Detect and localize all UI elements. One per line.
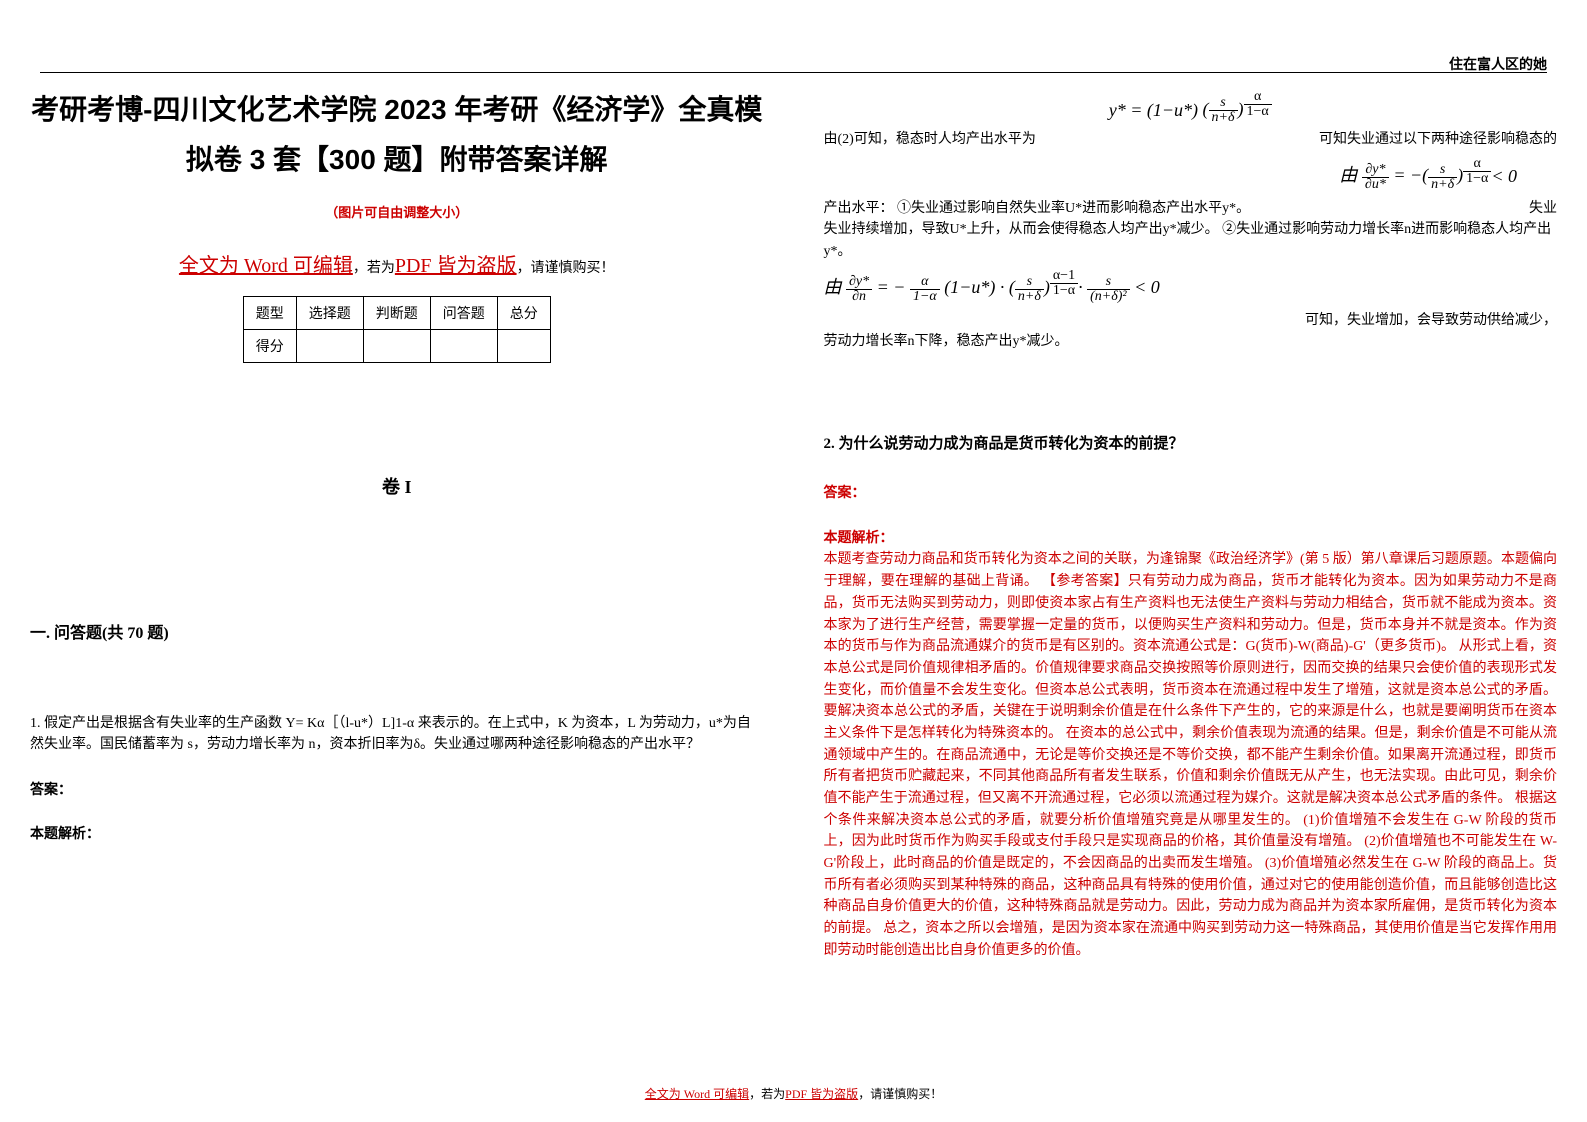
footer-p4: ，请谨慎购买！ [858, 1087, 942, 1101]
formula-3: 由 ∂y*∂n = − α1−α (1−u*) · (sn+δ)α−11−α ·… [824, 269, 1558, 304]
td-empty [497, 329, 550, 362]
warning-part4: ，请谨慎购买！ [517, 261, 615, 276]
q2-body: 本题考查劳动力商品和货币转化为资本之间的关联，为逢锦聚《政治经济学》(第 5 版… [824, 549, 1558, 961]
footer-p3: PDF 皆为盗版 [785, 1087, 858, 1101]
score-table: 题型 选择题 判断题 问答题 总分 得分 [243, 296, 551, 363]
t1: 由(2)可知，稳态时人均产出水平为 [824, 132, 1036, 147]
th-type: 题型 [243, 296, 296, 329]
right-text-4: 劳动力增长率n下降，稳态产出y*减少。 [824, 331, 1558, 353]
warning-part3: PDF 皆为盗版 [395, 255, 517, 277]
td-empty [430, 329, 497, 362]
q1-analysis-label: 本题解析： [30, 823, 764, 843]
subtitle: （图片可自由调整大小） [30, 202, 764, 221]
right-page: y* = (1−u*) (sn+δ)α1−α 由(2)可知，稳态时人均产出水平为… [794, 0, 1587, 1122]
warning-line: 全文为 Word 可编辑，若为PDF 皆为盗版，请谨慎购买！ [30, 249, 764, 278]
table-score-row: 得分 [243, 329, 550, 362]
right-text-2: 产出水平： ①失业通过影响自然失业率U*进而影响稳态产出水平y*。 失业 [824, 198, 1558, 220]
warning-part1: 全文为 Word 可编辑 [179, 255, 353, 277]
formula-1: y* = (1−u*) (sn+δ)α1−α [824, 90, 1558, 125]
right-content: y* = (1−u*) (sn+δ)α1−α 由(2)可知，稳态时人均产出水平为… [824, 90, 1558, 962]
q1-answer-label: 答案： [30, 779, 764, 799]
right-text-2b: 失业持续增加，导致U*上升，从而会使得稳态人均产出y*减少。 ②失业通过影响劳动… [824, 219, 1558, 262]
question-2-title: 2. 为什么说劳动力成为商品是货币转化为资本的前提？ [824, 433, 1558, 456]
volume-label: 卷 I [30, 473, 764, 499]
q2-analysis-label: 本题解析： [824, 528, 1558, 549]
formula-2: 由 ∂y*∂u* = −(sn+δ)α1−α < 0 [824, 157, 1518, 192]
footer-p1: 全文为 Word 可编辑 [645, 1087, 749, 1101]
t2: 产出水平： ①失业通过影响自然失业率U*进而影响稳态产出水平y*。 [824, 201, 1251, 216]
footer: 全文为 Word 可编辑，若为PDF 皆为盗版，请谨慎购买！ [0, 1085, 1587, 1102]
warning-part2: ，若为 [353, 261, 395, 276]
td-score-label: 得分 [243, 329, 296, 362]
section-title: 一. 问答题(共 70 题) [30, 619, 764, 643]
t1b: 可知失业通过以下两种途径影响稳态的 [1319, 129, 1557, 151]
th-total: 总分 [497, 296, 550, 329]
th-choice: 选择题 [296, 296, 363, 329]
left-page: 考研考博-四川文化艺术学院 2023 年考研《经济学》全真模拟卷 3 套【300… [0, 0, 794, 1122]
main-title: 考研考博-四川文化艺术学院 2023 年考研《经济学》全真模拟卷 3 套【300… [30, 85, 764, 186]
th-qa: 问答题 [430, 296, 497, 329]
question-1: 1. 假定产出是根据含有失业率的生产函数 Y= Kα［（l-u*）L]1-α 来… [30, 713, 764, 755]
th-judge: 判断题 [363, 296, 430, 329]
t2-tail: 失业 [1529, 198, 1557, 220]
right-text-1: 由(2)可知，稳态时人均产出水平为 可知失业通过以下两种途径影响稳态的 [824, 129, 1558, 151]
td-empty [363, 329, 430, 362]
page-container: 考研考博-四川文化艺术学院 2023 年考研《经济学》全真模拟卷 3 套【300… [0, 0, 1587, 1122]
td-empty [296, 329, 363, 362]
right-text-3: 可知，失业增加，会导致劳动供给减少， [824, 310, 1558, 332]
table-header-row: 题型 选择题 判断题 问答题 总分 [243, 296, 550, 329]
q2-answer-label: 答案： [824, 483, 1558, 504]
footer-p2: ，若为 [749, 1087, 785, 1101]
